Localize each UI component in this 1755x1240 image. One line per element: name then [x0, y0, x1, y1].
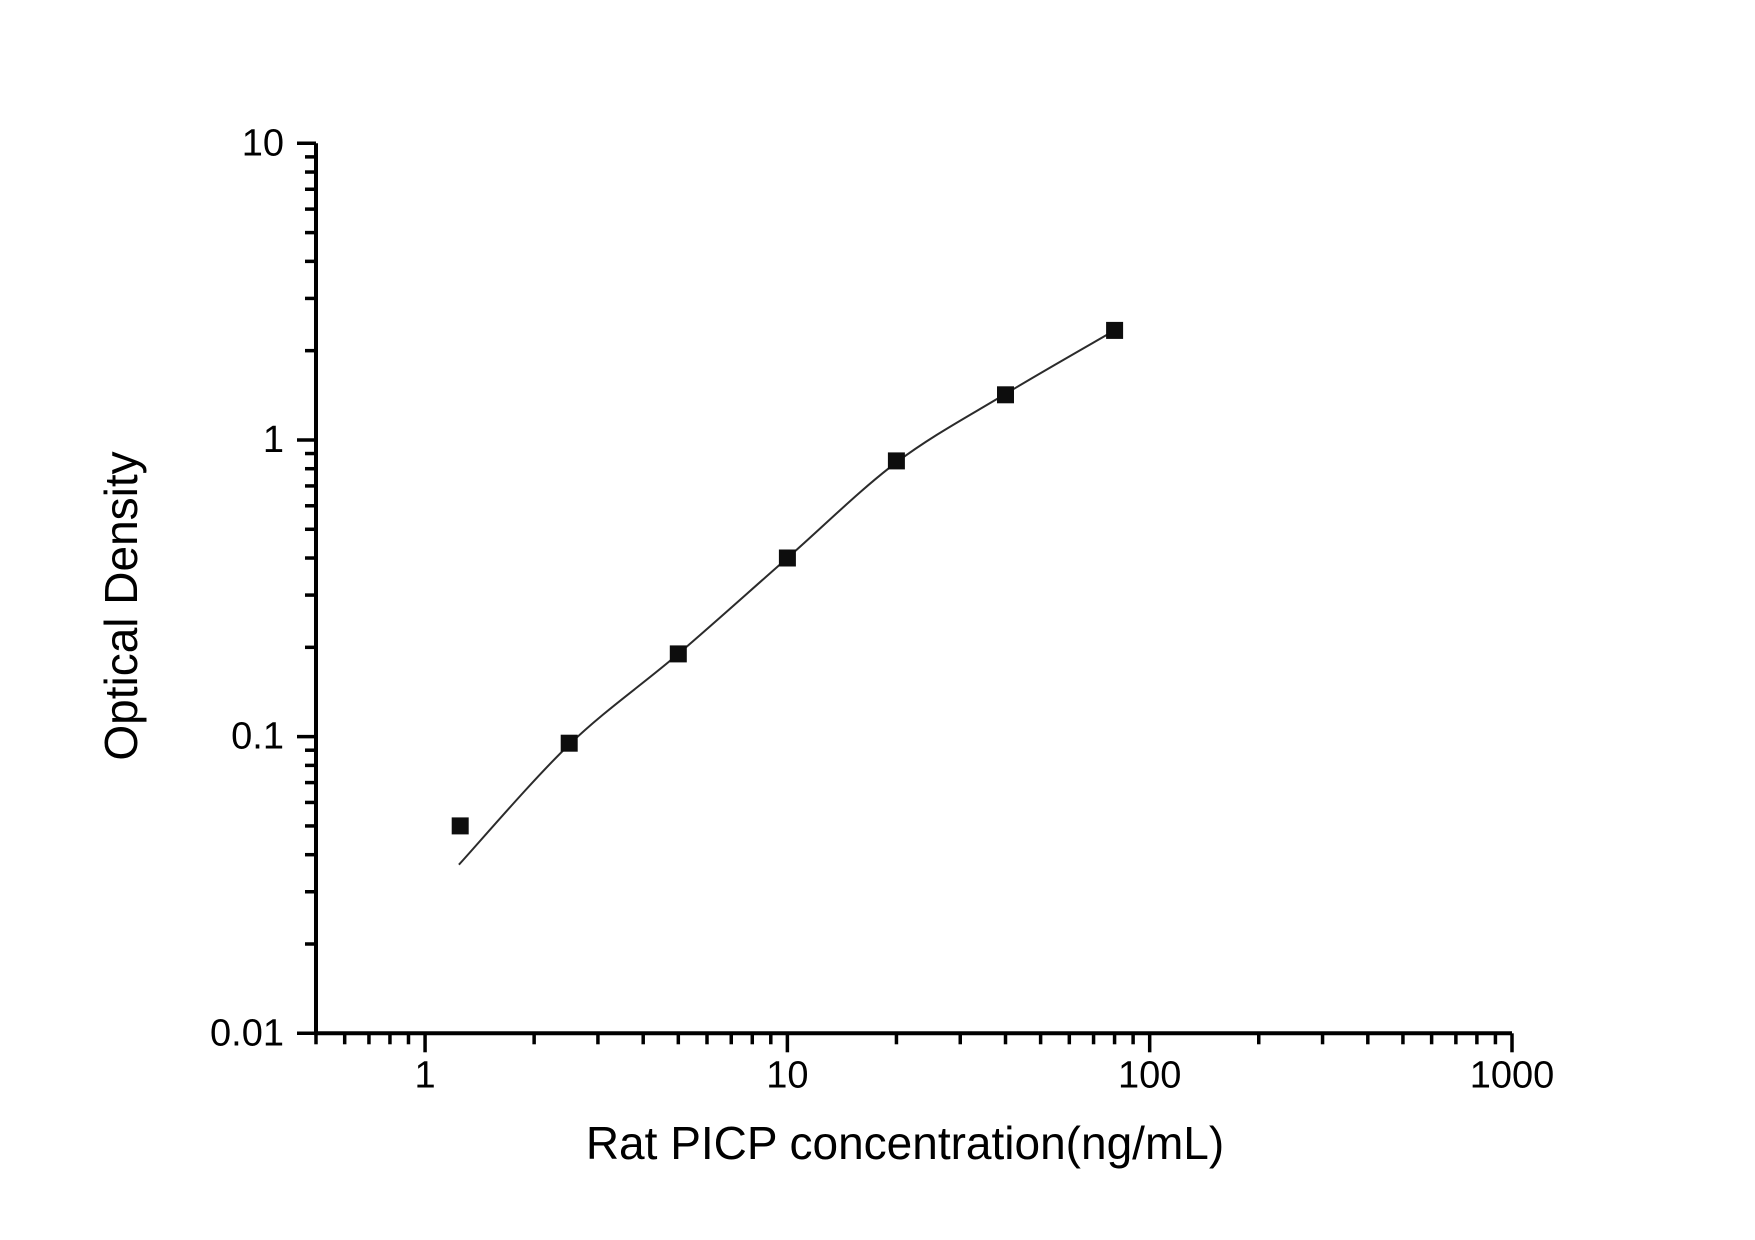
y-axis-title: Optical Density — [95, 451, 147, 760]
x-tick-label: 1 — [414, 1054, 435, 1096]
y-tick-label: 1 — [263, 419, 284, 461]
data-point-marker — [669, 645, 687, 663]
y-tick-label: 10 — [242, 122, 284, 164]
plot-layer: 1 10 100 1000 0.01 0.1 1 10 — [210, 122, 1554, 1096]
data-point-marker — [887, 452, 905, 470]
x-axis-title: Rat PICP concentration(ng/mL) — [586, 1117, 1224, 1169]
x-tick-label: 100 — [1118, 1054, 1181, 1096]
data-point-marker — [560, 734, 578, 752]
y-tick-label: 0.1 — [231, 716, 284, 758]
fit-curve — [458, 329, 1116, 866]
data-point-marker — [997, 386, 1014, 404]
axis-spines — [314, 143, 1512, 1036]
x-tick-label: 10 — [766, 1054, 808, 1096]
data-point-marker — [451, 817, 469, 835]
x-tick-label: 1000 — [1470, 1054, 1555, 1096]
data-point-marker — [778, 549, 796, 567]
y-tick-label: 0.01 — [210, 1012, 284, 1054]
data-point-marker — [1106, 321, 1124, 339]
